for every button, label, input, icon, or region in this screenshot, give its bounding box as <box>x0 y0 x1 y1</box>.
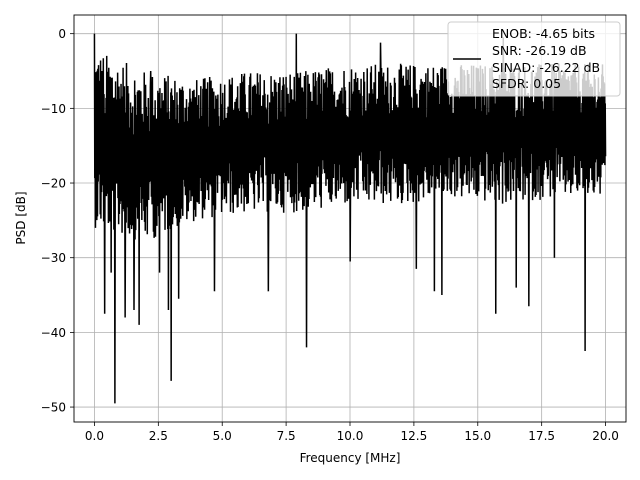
y-tick-label: −30 <box>41 251 66 265</box>
legend-entry-sinad: SINAD: -26.22 dB <box>492 60 600 75</box>
x-tick-label: 2.5 <box>149 429 168 443</box>
y-tick-label: −50 <box>41 401 66 415</box>
plot-area <box>93 33 607 404</box>
y-tick-label: 0 <box>58 27 66 41</box>
y-tick-label: −40 <box>41 326 66 340</box>
series-psd-line <box>93 33 607 404</box>
x-tick-label: 15.0 <box>464 429 491 443</box>
legend-entry-sfdr: SFDR: 0.05 <box>492 76 561 91</box>
legend: ENOB: -4.65 bits SNR: -26.19 dB SINAD: -… <box>447 21 621 97</box>
y-axis-label: PSD [dB] <box>14 191 28 244</box>
legend-entry-enob: ENOB: -4.65 bits <box>492 26 595 41</box>
x-tick-label: 5.0 <box>213 429 232 443</box>
x-tick-label: 12.5 <box>401 429 428 443</box>
y-tick-label: −10 <box>41 102 66 116</box>
x-tick-label: 20.0 <box>592 429 619 443</box>
x-tick-label: 17.5 <box>528 429 555 443</box>
x-axis-label: Frequency [MHz] <box>300 451 401 465</box>
x-tick-label: 7.5 <box>277 429 296 443</box>
ticks: 0.0 2.5 5.0 7.5 10.0 12.5 15.0 17.5 20.0 0 −10 −20 −… <box>41 27 619 443</box>
y-tick-label: −20 <box>41 177 66 191</box>
x-tick-label: 0.0 <box>85 429 104 443</box>
x-tick-label: 10.0 <box>337 429 364 443</box>
legend-box <box>447 21 621 97</box>
legend-entry-snr: SNR: -26.19 dB <box>492 43 587 58</box>
